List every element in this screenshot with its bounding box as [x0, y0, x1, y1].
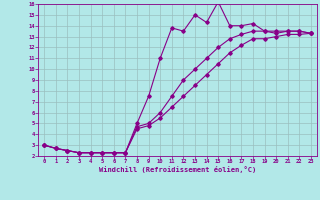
X-axis label: Windchill (Refroidissement éolien,°C): Windchill (Refroidissement éolien,°C) — [99, 166, 256, 173]
